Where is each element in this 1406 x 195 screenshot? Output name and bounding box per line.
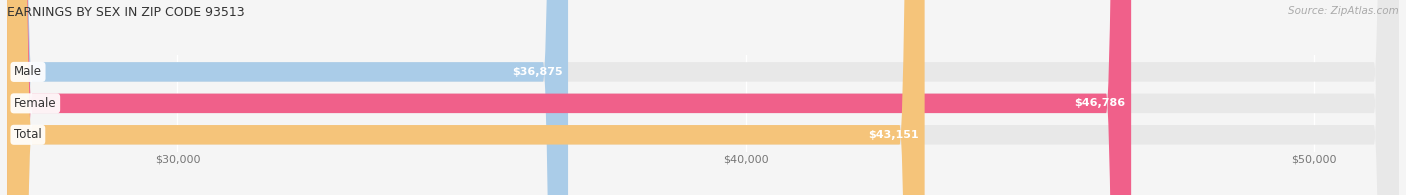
Text: $36,875: $36,875 [512, 67, 562, 77]
Text: Male: Male [14, 65, 42, 78]
FancyBboxPatch shape [7, 0, 1132, 195]
Text: Total: Total [14, 128, 42, 141]
FancyBboxPatch shape [7, 0, 1399, 195]
Text: $43,151: $43,151 [869, 130, 920, 140]
Text: Female: Female [14, 97, 56, 110]
FancyBboxPatch shape [7, 0, 1399, 195]
FancyBboxPatch shape [7, 0, 1399, 195]
Text: Source: ZipAtlas.com: Source: ZipAtlas.com [1288, 6, 1399, 16]
FancyBboxPatch shape [7, 0, 568, 195]
Text: EARNINGS BY SEX IN ZIP CODE 93513: EARNINGS BY SEX IN ZIP CODE 93513 [7, 6, 245, 19]
FancyBboxPatch shape [7, 0, 925, 195]
Text: $46,786: $46,786 [1074, 98, 1126, 108]
